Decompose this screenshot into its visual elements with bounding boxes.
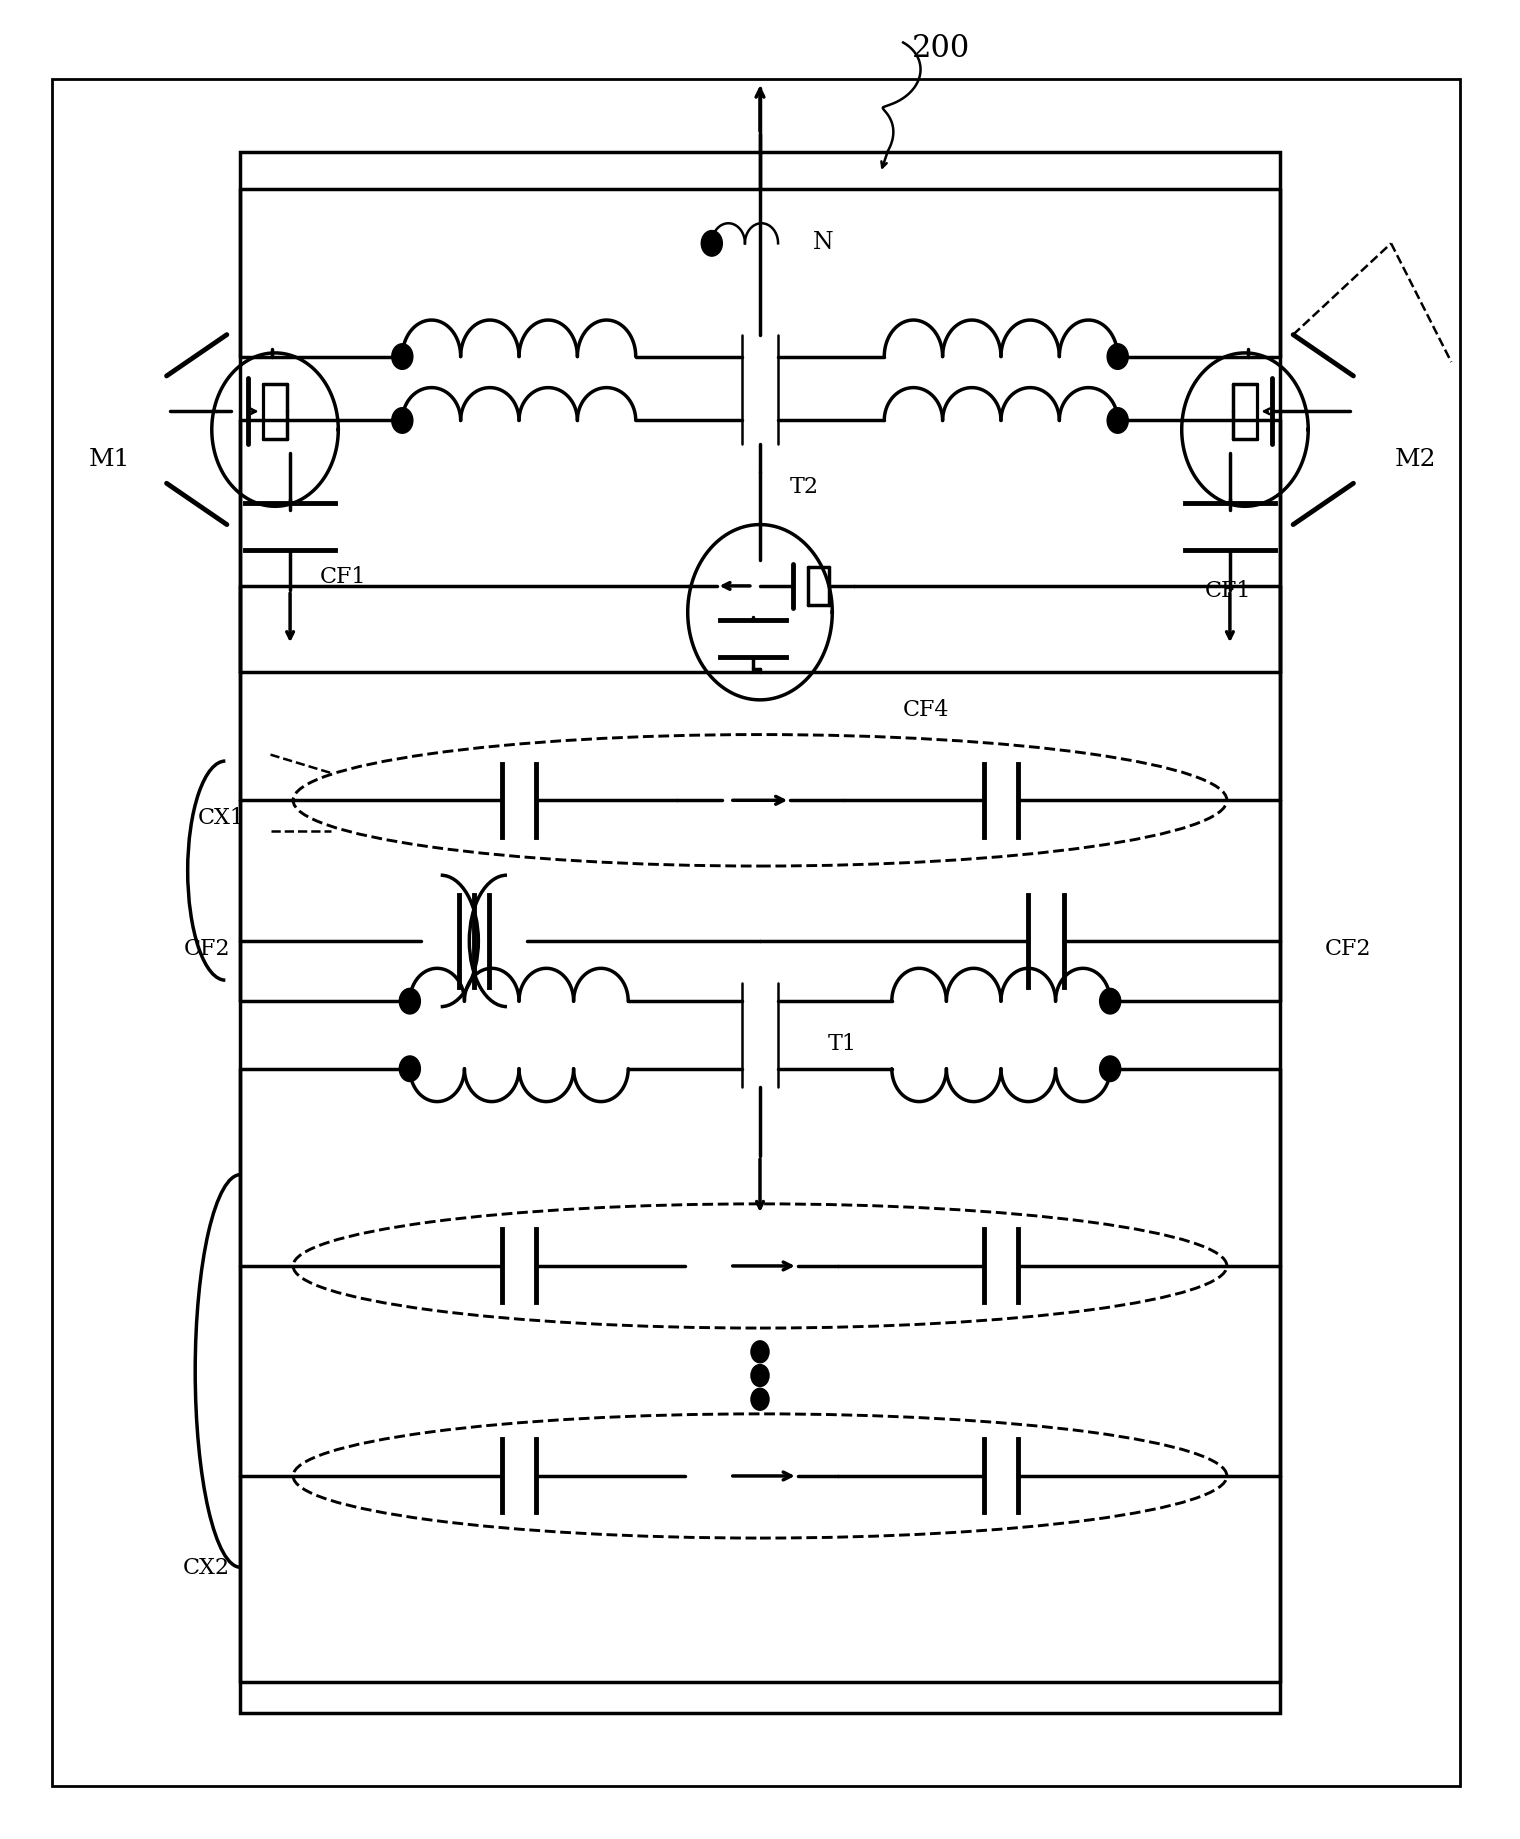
Bar [240, 153, 1280, 1714]
Text: T1: T1 [828, 1034, 857, 1054]
Text: 200: 200 [912, 33, 970, 64]
Text: M1: M1 [88, 449, 131, 471]
Text: T2: T2 [790, 476, 819, 498]
Text: CF2: CF2 [1325, 938, 1371, 960]
Circle shape [1107, 344, 1128, 370]
Text: CF1: CF1 [321, 565, 366, 587]
Circle shape [400, 989, 421, 1015]
Circle shape [392, 408, 413, 434]
Circle shape [751, 1388, 769, 1411]
Circle shape [1107, 408, 1128, 434]
Text: CF4: CF4 [903, 699, 950, 721]
Circle shape [1099, 1056, 1120, 1081]
Text: CX2: CX2 [182, 1556, 230, 1578]
Text: CF1: CF1 [1204, 579, 1251, 601]
Circle shape [400, 1056, 421, 1081]
Text: CF2: CF2 [184, 938, 230, 960]
Circle shape [751, 1341, 769, 1363]
Circle shape [701, 232, 722, 257]
Circle shape [392, 344, 413, 370]
Text: CX1: CX1 [198, 805, 245, 828]
Circle shape [1099, 989, 1120, 1015]
Text: M2: M2 [1394, 449, 1436, 471]
Text: N: N [813, 232, 833, 254]
Circle shape [751, 1365, 769, 1387]
